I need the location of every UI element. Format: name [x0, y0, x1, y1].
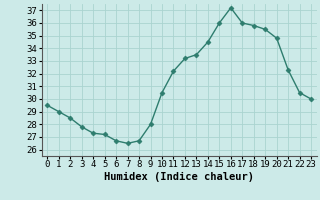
- X-axis label: Humidex (Indice chaleur): Humidex (Indice chaleur): [104, 172, 254, 182]
